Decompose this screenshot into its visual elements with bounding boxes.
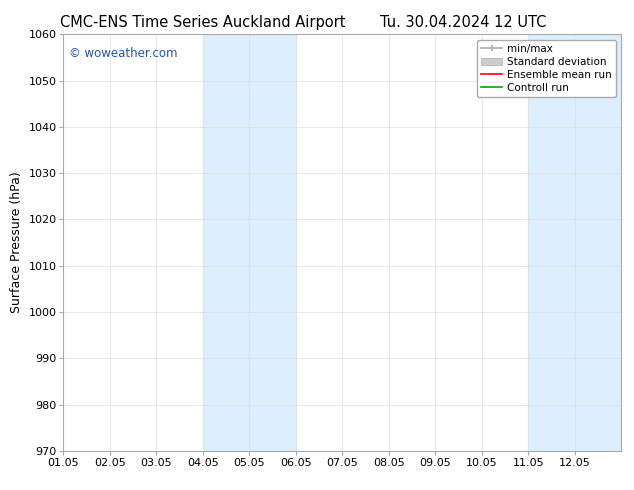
Text: © woweather.com: © woweather.com [69, 47, 178, 60]
Legend: min/max, Standard deviation, Ensemble mean run, Controll run: min/max, Standard deviation, Ensemble me… [477, 40, 616, 97]
Bar [203, 34, 249, 451]
Y-axis label: Surface Pressure (hPa): Surface Pressure (hPa) [10, 172, 23, 314]
Text: Tu. 30.04.2024 12 UTC: Tu. 30.04.2024 12 UTC [380, 15, 546, 30]
Bar [249, 34, 296, 451]
Bar [528, 34, 621, 451]
Text: CMC-ENS Time Series Auckland Airport: CMC-ENS Time Series Auckland Airport [60, 15, 346, 30]
